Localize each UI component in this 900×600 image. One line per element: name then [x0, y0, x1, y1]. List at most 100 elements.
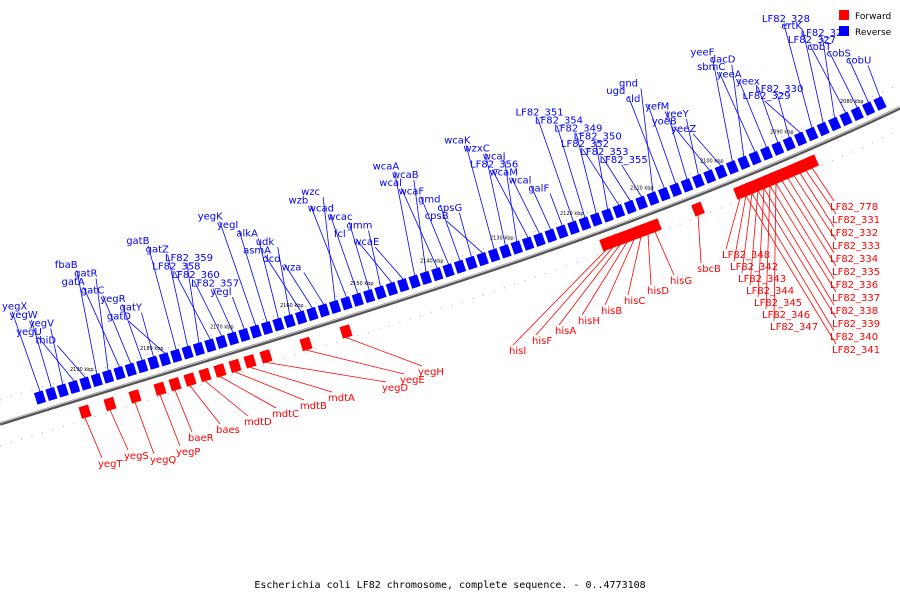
kbp-tick-label-1: 2090 kbp: [770, 130, 794, 136]
reverse-gene-60: [192, 341, 205, 356]
forward-gene-label-14: LF82_343: [738, 274, 786, 285]
forward-gene-leader-20: [654, 231, 675, 276]
reverse-gene-label-63: gatD: [107, 311, 131, 322]
forward-gene-label-30: yegD: [382, 383, 408, 394]
forward-gene-label-7: LF82_337: [832, 293, 880, 304]
reverse-gene-label-4: LF82_324: [801, 28, 849, 39]
reverse-gene-label-71: yegU: [16, 327, 42, 338]
forward-gene-leader-33: [219, 376, 277, 409]
reverse-gene-68: [102, 369, 115, 384]
reverse-gene-54: [260, 320, 274, 336]
reverse-gene-leader-36: [459, 212, 472, 258]
reverse-gene-label-41: wcaA: [373, 162, 400, 173]
reverse-gene-label-30: wcaM: [490, 168, 518, 179]
reverse-gene-label-26: LF82_354: [535, 116, 583, 127]
reverse-gene-label-74: yegX: [2, 302, 27, 313]
reverse-gene-4: [828, 116, 842, 132]
reverse-gene-label-46: wcad: [308, 204, 334, 215]
reverse-gene-label-34: wcaK: [444, 135, 471, 146]
forward-gene-label-35: baes: [216, 425, 240, 436]
reverse-gene-leader-70: [57, 345, 86, 378]
reverse-gene-43: [385, 281, 399, 296]
reverse-gene-leader-1: [848, 58, 869, 103]
reverse-gene-label-10: yeeA: [717, 69, 742, 80]
reverse-gene-leader-37: [439, 204, 461, 261]
reverse-gene-label-47: wzb: [289, 195, 309, 206]
reverse-gene-label-27: LF82_351: [516, 108, 564, 119]
reverse-gene-leader-28: [549, 193, 563, 226]
forward-gene-label-6: LF82_336: [830, 280, 878, 291]
forward-gene-36: [168, 377, 182, 392]
reverse-gene-leader-4: [822, 37, 835, 119]
reverse-gene-label-6: LF82_328: [762, 14, 810, 25]
forward-gene-label-34: mdtD: [244, 417, 272, 428]
forward-gene-label-19: sbcB: [697, 264, 721, 275]
reverse-gene-41: [408, 274, 421, 289]
forward-gene-label-33: mdtC: [272, 409, 299, 420]
forward-gene-label-24: hisH: [578, 316, 600, 327]
reverse-gene-37: [453, 259, 467, 274]
kbp-tick-label-10: 2180 kbp: [140, 346, 164, 352]
reverse-gene-15: [703, 169, 717, 184]
forward-gene-leader-15: [749, 190, 759, 286]
reverse-gene-label-39: wcal: [379, 178, 402, 189]
reverse-gene-leader-54: [238, 229, 268, 323]
forward-gene-leader-17: [765, 185, 771, 310]
legend-reverse-swatch: [839, 26, 849, 36]
reverse-gene-leader-13: [712, 57, 733, 162]
reverse-gene-36: [465, 255, 478, 271]
reverse-gene-label-62: gatB: [126, 236, 149, 247]
reverse-gene-label-22: LF82_353: [580, 147, 628, 158]
reverse-gene-label-53: alkA: [236, 229, 258, 240]
reverse-gene-13: [725, 160, 739, 175]
reverse-gene-label-44: gmm: [347, 221, 373, 232]
reverse-gene-67: [113, 366, 126, 381]
reverse-gene-label-16: yeeY: [664, 109, 689, 120]
reverse-gene-leader-35: [446, 220, 483, 254]
reverse-gene-leader-49: [303, 272, 325, 305]
reverse-gene-65: [136, 359, 149, 374]
reverse-gene-leader-18: [647, 103, 677, 184]
reverse-gene-leader-5: [802, 30, 824, 124]
reverse-gene-73: [45, 386, 58, 402]
forward-gene-leader-28: [345, 337, 423, 367]
forward-gene-label-16: LF82_345: [754, 298, 802, 309]
forward-gene-leader-21: [647, 234, 652, 286]
forward-gene-leader-22: [627, 236, 642, 296]
reverse-gene-leader-57: [212, 288, 234, 333]
reverse-gene-28: [555, 224, 569, 239]
forward-gene-29: [299, 336, 313, 352]
reverse-gene-leader-68: [95, 278, 109, 371]
forward-gene-leader-26: [535, 247, 614, 336]
legend-forward-label: Forward: [855, 12, 891, 22]
reverse-gene-leader-72: [50, 328, 64, 385]
reverse-gene-leader-29: [530, 185, 552, 230]
reverse-gene-66: [124, 362, 137, 377]
reverse-gene-label-9: yeex: [736, 77, 760, 88]
reverse-gene-leader-73: [31, 319, 52, 389]
reverse-gene-25: [589, 212, 603, 227]
forward-gene-leader-12: [725, 198, 741, 250]
reverse-gene-3: [839, 111, 853, 127]
forward-gene-leader-38: [134, 402, 155, 455]
reverse-gene-leader-31: [491, 169, 529, 238]
reverse-gene-21: [635, 195, 648, 210]
reverse-gene-20: [646, 191, 660, 206]
forward-gene-label-22: hisC: [624, 296, 645, 307]
reverse-gene-64: [147, 355, 160, 370]
forward-gene-label-17: LF82_346: [762, 310, 810, 321]
reverse-gene-label-28: galF: [528, 184, 549, 195]
forward-gene-label-0: LF82_778: [830, 202, 878, 213]
reverse-gene-label-18: cld: [626, 94, 641, 105]
reverse-gene-label-40: wcaB: [392, 170, 419, 181]
forward-gene-label-18: LF82_347: [770, 322, 818, 333]
legend: Forward Reverse: [839, 10, 892, 38]
reverse-gene-label-5: ertK: [781, 21, 802, 32]
reverse-gene-leader-47: [310, 205, 347, 298]
reverse-gene-label-66: gatC: [81, 286, 104, 297]
reverse-gene-leader-30: [511, 177, 540, 234]
forward-gene-leader-34: [204, 380, 249, 417]
reverse-gene-35: [476, 251, 489, 267]
reverse-gene-leader-9: [757, 86, 779, 143]
reverse-gene-leader-50: [284, 263, 313, 309]
